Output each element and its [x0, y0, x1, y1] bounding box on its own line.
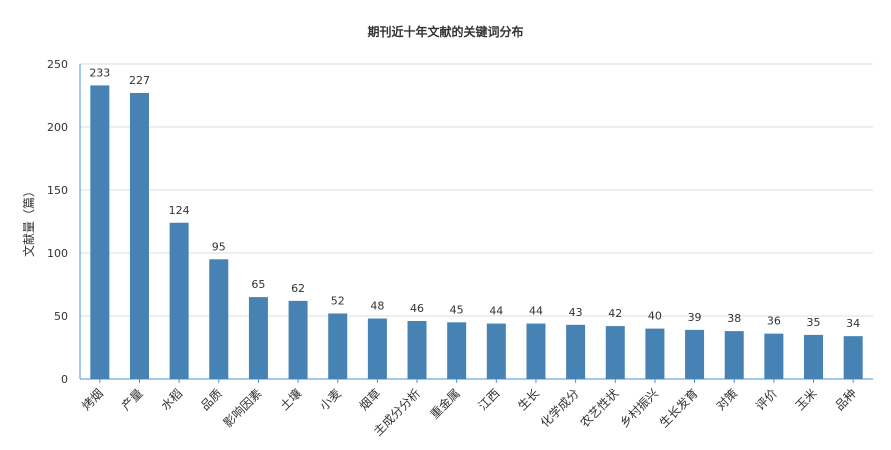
bar — [685, 329, 705, 379]
data-label: 124 — [169, 204, 190, 217]
bar — [129, 92, 149, 379]
data-label: 34 — [846, 317, 860, 330]
bars — [90, 85, 863, 380]
y-tick-label: 200 — [47, 121, 68, 134]
data-label: 36 — [767, 315, 781, 328]
y-tick-label: 50 — [54, 310, 68, 323]
bar — [328, 313, 348, 379]
y-tick-label: 250 — [47, 58, 68, 71]
bar — [90, 85, 110, 380]
data-label: 39 — [688, 311, 702, 324]
x-tick-label: 玉米 — [793, 386, 820, 413]
y-tick-label: 150 — [47, 184, 68, 197]
x-tick-label: 评价 — [753, 386, 780, 413]
x-tick-label: 土壤 — [277, 386, 305, 414]
data-label: 62 — [291, 282, 305, 295]
bar — [486, 323, 506, 379]
bar — [724, 331, 744, 379]
x-tick-label: 产量 — [119, 386, 146, 413]
data-label: 45 — [450, 303, 464, 316]
x-tick-label: 对策 — [713, 386, 740, 413]
bar — [566, 324, 586, 379]
x-tick-label: 生长发育 — [656, 386, 701, 431]
bar — [288, 300, 308, 379]
chart-title: 期刊近十年文献的关键词分布 — [367, 24, 523, 39]
bar — [447, 322, 467, 379]
x-tick-label: 化学成分 — [537, 386, 582, 431]
bar — [764, 333, 784, 379]
bar — [605, 326, 625, 379]
bar — [645, 328, 665, 379]
bar — [526, 323, 546, 379]
x-tick-label: 影响因素 — [220, 386, 265, 431]
data-label: 35 — [807, 316, 821, 329]
x-tick-label: 生长 — [515, 386, 542, 413]
y-axis-label: 文献量（篇） — [21, 185, 36, 257]
data-label: 65 — [251, 278, 265, 291]
x-tick-label: 品质 — [198, 386, 225, 413]
x-tick-label: 品种 — [832, 386, 859, 413]
bar — [169, 222, 189, 379]
x-tick-label: 烟草 — [357, 386, 384, 413]
bar — [367, 318, 387, 379]
y-tick-label: 100 — [47, 247, 68, 260]
data-label: 48 — [370, 300, 384, 313]
bar — [843, 336, 863, 379]
bar — [248, 297, 268, 379]
data-label: 44 — [489, 305, 503, 318]
x-tick-label: 小麦 — [317, 386, 344, 413]
data-label: 227 — [129, 74, 150, 87]
labels: 233烤烟227产量124水稻95品质65影响因素62土壤52小麦48烟草46主… — [78, 66, 860, 438]
data-label: 52 — [331, 294, 345, 307]
gridlines — [80, 63, 873, 380]
data-label: 38 — [727, 312, 741, 325]
data-label: 40 — [648, 310, 662, 323]
x-tick-label: 水稻 — [158, 386, 185, 413]
x-tick-label: 农艺性状 — [578, 386, 622, 430]
data-label: 95 — [212, 240, 226, 253]
bar — [804, 334, 824, 379]
x-tick-label: 烤烟 — [78, 386, 106, 414]
y-tick-label: 0 — [61, 373, 68, 386]
x-tick-label: 重金属 — [427, 386, 463, 422]
bar — [407, 321, 427, 379]
data-label: 46 — [410, 302, 424, 315]
data-label: 44 — [529, 305, 543, 318]
data-label: 233 — [89, 66, 110, 79]
x-tick-label: 乡村振兴 — [617, 386, 661, 430]
bar — [209, 259, 229, 379]
data-label: 43 — [569, 306, 583, 319]
x-tick-label: 江西 — [476, 386, 503, 413]
data-label: 42 — [608, 307, 622, 320]
